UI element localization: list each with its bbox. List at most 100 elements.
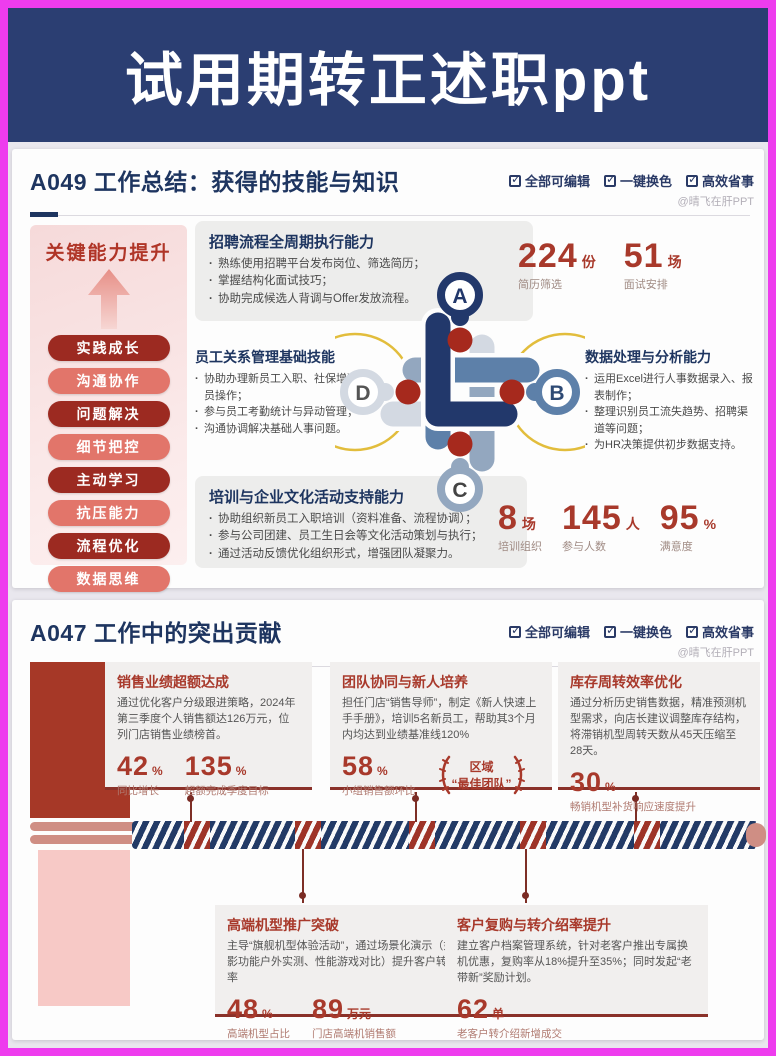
check-icon — [685, 623, 698, 638]
contribution-card-premium: 高端机型推广突破 主导“旗舰机型体验活动”，通过场景化演示（如摄影功能户外实测、… — [215, 905, 480, 1040]
connector-dot — [299, 892, 306, 899]
card-body: 主导“旗舰机型体验活动”，通过场景化演示（如摄影功能户外实测、性能游戏对比）提升… — [227, 940, 466, 984]
slide1-title: A049 工作总结：获得的技能与知识 — [30, 169, 400, 195]
bullet: 掌握结构化面试技巧； — [209, 273, 519, 291]
knot-letter-c: C — [452, 479, 467, 502]
badge-efficient: 高效省事 — [685, 622, 754, 641]
connector-dot — [187, 795, 194, 802]
recruiting-stats: 224 份 简历筛选 51 场 面试安排 — [518, 237, 682, 292]
skill-pill: 流程优化 — [47, 533, 170, 559]
red-dot — [447, 431, 473, 457]
card-stats: 42% 同比增长 135% 超额完成季度目标 — [117, 751, 300, 798]
badge-recolor: 一键换色 — [603, 622, 672, 641]
card-title: 团队协同与新人培养 — [342, 674, 468, 690]
knot-letter-a: A — [452, 285, 467, 308]
bullet: 为HR决策提供初步数据支持。 — [585, 437, 757, 454]
slide-a047: A047 工作中的突出贡献 全部可编辑 一键换色 高效省事 @晴飞在肝PPT — [12, 600, 766, 1040]
card-body: 担任门店“销售导师”，制定《新人快速上手手册》，培训5名新员工，帮助其3个月内均… — [342, 697, 537, 741]
connector-line — [635, 792, 637, 822]
card-title: 高端机型推广突破 — [227, 917, 339, 933]
section-b-title: 数据处理与分析能力 — [585, 349, 711, 365]
knot-letter-d: D — [355, 382, 370, 405]
rope-red-segment — [634, 821, 660, 849]
card-stats: 48% 高端机型占比 89 万元 门店高端机销售额 — [227, 994, 468, 1041]
badge-editable: 全部可编辑 — [508, 622, 590, 641]
rope-tassel-block — [38, 850, 130, 1006]
badge-efficient: 高效省事 — [685, 171, 754, 190]
bullet: 熟练使用招聘平台发布岗位、筛选简历； — [209, 256, 519, 274]
key-skills-title: 关键能力提升 — [45, 243, 172, 264]
bullet: 协助完成候选人背调与Offer发放流程。 — [209, 291, 519, 309]
bullet: 协助组织新员工入职培训（资料准备、流程协调）； — [209, 511, 513, 529]
rope-strand — [30, 822, 142, 831]
connector-line — [302, 849, 304, 903]
header-divider-accent — [30, 212, 58, 217]
laurel-left-icon — [438, 755, 450, 795]
knot-arm-a — [421, 308, 522, 431]
top-banner: 试用期转正述职ppt — [8, 8, 768, 142]
card-stats: 30% 畅销机型补货响应速度提升 — [570, 767, 748, 814]
stat-interviews: 51 场 面试安排 — [623, 237, 682, 291]
section-d-bullets: 协助办理新员工入职、社保增减员操作； 参与员工考勤统计与异动管理； 沟通协调解决… — [195, 371, 365, 437]
card-title: 库存周转效率优化 — [570, 674, 682, 690]
skill-pill: 实践成长 — [47, 335, 170, 361]
slide-a049: A049 工作总结：获得的技能与知识 全部可编辑 一键换色 高效省事 @晴飞在肝… — [12, 149, 764, 592]
stat-quota: 135% 超额完成季度目标 — [184, 750, 269, 797]
section-employee-relations: 员工关系管理基础技能 协助办理新员工入职、社保增减员操作； 参与员工考勤统计与异… — [195, 347, 365, 437]
section-recruiting: 招聘流程全周期执行能力 熟练使用招聘平台发布岗位、筛选简历； 掌握结构化面试技巧… — [195, 221, 533, 321]
stat-resumes: 224 份 简历筛选 — [518, 237, 596, 291]
card-title: 客户复购与转介绍率提升 — [457, 917, 611, 933]
letter-circle-c — [437, 466, 483, 512]
connector-dot — [522, 892, 529, 899]
skills-knot-graphic: A B C D — [335, 272, 585, 512]
bullet: 通过活动反馈优化组织形式，增强团队凝聚力。 — [209, 546, 513, 564]
stat-participants: 145 人 参与人数 — [562, 499, 640, 553]
skill-pill: 问题解决 — [47, 401, 170, 427]
check-icon — [603, 623, 616, 638]
skill-pills: 实践成长 沟通协作 问题解决 细节把控 主动学习 抗压能力 流程优化 数据思维 — [30, 335, 187, 592]
card-stats: 62 单 老客户转介绍新增成交 — [457, 994, 696, 1041]
connector-dot — [412, 795, 419, 802]
contribution-card-inventory: 库存周转效率优化 通过分析历史销售数据，精准预测机型需求，向店长建议调整库存结构… — [558, 662, 760, 813]
key-skills-panel: 关键能力提升 实践成长 沟通协作 问题解决 细节把控 主动学习 抗压能力 流程优… — [30, 225, 187, 592]
bullet: 沟通协调解决基础人事问题。 — [195, 421, 365, 438]
section-d-title: 员工关系管理基础技能 — [195, 349, 335, 365]
connector-line — [415, 792, 417, 822]
best-team-badge: 区域 “最佳团队” — [438, 755, 526, 795]
letter-circle-a — [437, 272, 483, 318]
poster-title: 试用期转正述职ppt — [124, 48, 652, 113]
skill-pill: 抗压能力 — [47, 500, 170, 526]
red-dot — [447, 327, 473, 353]
rope-strand — [30, 835, 142, 844]
red-dot — [395, 379, 421, 405]
section-data-analysis: 数据处理与分析能力 运用Excel进行人事数据录入、报表制作； 整理识别员工流失… — [585, 347, 757, 454]
badge-editable: 全部可编辑 — [508, 171, 590, 190]
contribution-card-repurchase: 客户复购与转介绍率提升 建立客户档案管理系统，针对老客户推出专属换机优惠，复购率… — [445, 905, 708, 1040]
stat-group-sales: 58% 小组销售额环比 — [342, 750, 416, 797]
rope-timeline — [132, 821, 766, 849]
bullet: 整理识别员工流失趋势、招聘渠道等问题； — [585, 404, 757, 437]
stat-premium-sales: 89 万元 门店高端机销售额 — [312, 993, 396, 1040]
bullet: 参与员工考勤统计与异动管理； — [195, 404, 365, 421]
rope-end-cap — [746, 823, 766, 847]
rope-red-segment — [184, 821, 210, 849]
connector-line — [525, 849, 527, 903]
stat-restock: 30% 畅销机型补货响应速度提升 — [570, 766, 696, 813]
stat-premium-share: 48% 高端机型占比 — [227, 993, 290, 1040]
stat-yoy: 42% 同比增长 — [117, 750, 163, 797]
laurel-right-icon — [513, 755, 525, 795]
letter-circle-b — [534, 369, 580, 415]
author-watermark: @晴飞在肝PPT — [677, 647, 754, 659]
slide2-title: A047 工作中的突出贡献 — [30, 620, 282, 646]
knot-letter-b: B — [549, 382, 564, 405]
card-body: 建立客户档案管理系统，针对老客户推出专属换机优惠，复购率从18%提升至35%；同… — [457, 940, 692, 984]
section-c-bullets: 协助组织新员工入职培训（资料准备、流程协调）； 参与公司团建、员工生日会等文化活… — [209, 511, 513, 563]
up-arrow-icon — [87, 269, 130, 329]
card-body: 通过优化客户分级跟进策略，2024年第三季度个人销售额达126万元，位列门店销售… — [117, 697, 296, 741]
rope-red-segment — [409, 821, 435, 849]
contribution-card-team: 团队协同与新人培养 担任门店“销售导师”，制定《新人快速上手手册》，培训5名新员… — [330, 662, 552, 797]
rope-red-segment — [295, 821, 321, 849]
feature-badges: 全部可编辑 一键换色 高效省事 — [508, 171, 754, 190]
card-title: 销售业绩超额达成 — [117, 674, 229, 690]
